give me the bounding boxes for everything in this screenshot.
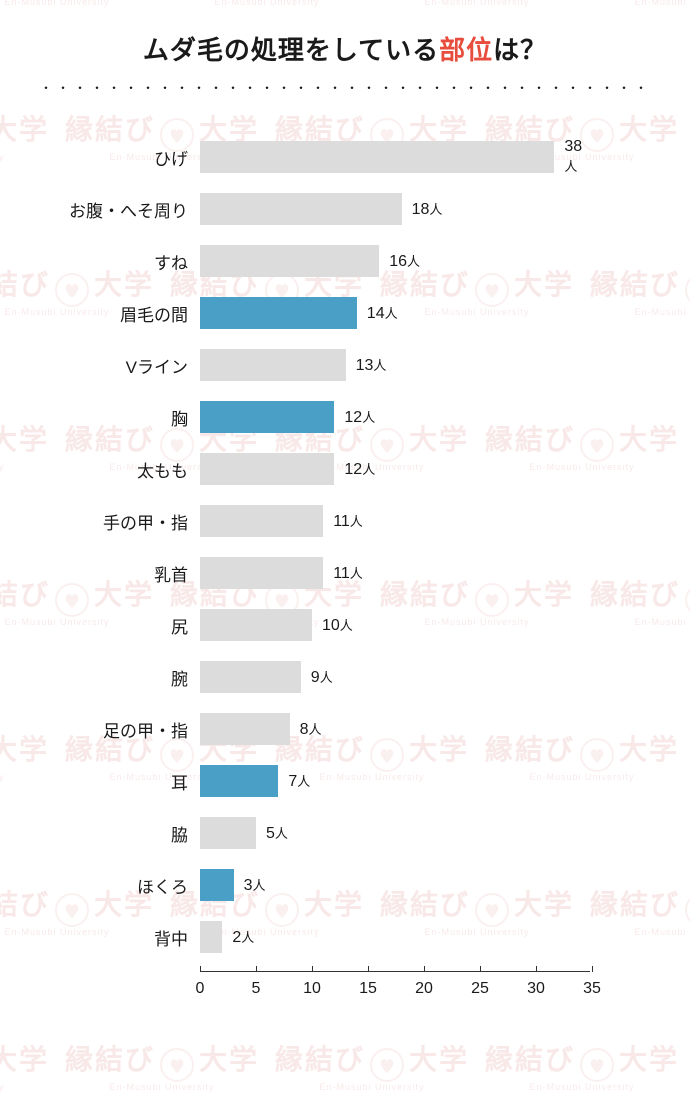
bar-row: 手の甲・指11人 <box>200 495 590 547</box>
y-axis-label: 手の甲・指 <box>40 509 200 534</box>
y-axis-label: 耳 <box>40 769 200 794</box>
x-tick-mark <box>368 966 369 972</box>
value-label: 9人 <box>311 667 333 687</box>
value-label: 8人 <box>300 719 322 739</box>
chart-title: ムダ毛の処理をしている部位は？ <box>40 30 650 67</box>
bar <box>200 765 278 797</box>
x-tick-mark <box>200 966 201 972</box>
x-tick-label: 15 <box>359 980 377 998</box>
bar <box>200 817 256 849</box>
bar <box>200 401 334 433</box>
bar <box>200 609 312 641</box>
x-tick-mark <box>312 966 313 972</box>
value-label: 11人 <box>333 511 363 531</box>
bar-row: 眉毛の間14人 <box>200 287 590 339</box>
x-tick-mark <box>424 966 425 972</box>
y-axis-label: 脇 <box>40 821 200 846</box>
bar-row: 乳首11人 <box>200 547 590 599</box>
value-label: 11人 <box>333 563 363 583</box>
bar-row: 脇5人 <box>200 807 590 859</box>
value-label: 38人 <box>564 138 590 176</box>
bar-row: お腹・へそ周り18人 <box>200 183 590 235</box>
y-axis-label: 太もも <box>40 457 200 482</box>
bar-row: 腕9人 <box>200 651 590 703</box>
bar <box>200 557 323 589</box>
title-text-1: ムダ毛の処理をしている <box>143 35 439 65</box>
bar <box>200 245 379 277</box>
bar-row: 背中2人 <box>200 911 590 963</box>
y-axis-label: 尻 <box>40 613 200 638</box>
x-tick-mark <box>480 966 481 972</box>
x-tick-label: 30 <box>527 980 545 998</box>
y-axis-label: 腕 <box>40 665 200 690</box>
y-axis-label: 背中 <box>40 925 200 950</box>
title-divider: ・・・・・・・・・・・・・・・・・・・・・・・・・・・・・・・・・・・・・・・・… <box>40 79 650 93</box>
value-label: 7人 <box>288 771 310 791</box>
chart-container: ムダ毛の処理をしている部位は？ ・・・・・・・・・・・・・・・・・・・・・・・・… <box>0 0 690 1051</box>
bar <box>200 141 554 173</box>
x-tick-label: 20 <box>415 980 433 998</box>
value-label: 18人 <box>412 199 443 219</box>
y-axis-label: 胸 <box>40 405 200 430</box>
bar <box>200 453 334 485</box>
watermark-item: 縁結び大学En-Musubi University <box>0 1045 49 1093</box>
bar <box>200 921 222 953</box>
title-accent: 部位 <box>439 35 493 65</box>
bar-row: ひげ38人 <box>200 131 590 183</box>
bar-chart: ひげ38人お腹・へそ周り18人すね16人眉毛の間14人Vライン13人胸12人太も… <box>200 131 590 1011</box>
y-axis-label: 眉毛の間 <box>40 301 200 326</box>
value-label: 10人 <box>322 615 353 635</box>
bar <box>200 713 290 745</box>
x-tick-label: 5 <box>252 980 261 998</box>
x-tick-label: 35 <box>583 980 601 998</box>
bar <box>200 297 357 329</box>
bar <box>200 505 323 537</box>
y-axis-label: ほくろ <box>40 873 200 898</box>
value-label: 13人 <box>356 355 387 375</box>
x-tick-mark <box>592 966 593 972</box>
y-axis-label: Vライン <box>40 353 200 378</box>
title-text-2: は？ <box>493 35 547 65</box>
bar-row: ほくろ3人 <box>200 859 590 911</box>
value-label: 12人 <box>344 407 375 427</box>
value-label: 3人 <box>244 875 266 895</box>
y-axis-label: ひげ <box>40 145 200 170</box>
bar <box>200 661 301 693</box>
x-tick-label: 0 <box>196 980 205 998</box>
bar-row: 足の甲・指8人 <box>200 703 590 755</box>
x-tick-mark <box>256 966 257 972</box>
y-axis-label: すね <box>40 249 200 274</box>
bar-row: 尻10人 <box>200 599 590 651</box>
bar <box>200 193 402 225</box>
y-axis-label: 乳首 <box>40 561 200 586</box>
x-tick-mark <box>536 966 537 972</box>
x-tick-label: 10 <box>303 980 321 998</box>
watermark-item: 縁結び大学En-Musubi University <box>275 1045 469 1093</box>
watermark-item: 縁結び大学En-Musubi University <box>65 1045 259 1093</box>
bar-row: すね16人 <box>200 235 590 287</box>
bars-area: ひげ38人お腹・へそ周り18人すね16人眉毛の間14人Vライン13人胸12人太も… <box>200 131 590 963</box>
value-label: 2人 <box>232 927 254 947</box>
bar <box>200 869 234 901</box>
value-label: 12人 <box>344 459 375 479</box>
bar <box>200 349 346 381</box>
bar-row: 太もも12人 <box>200 443 590 495</box>
bar-row: 胸12人 <box>200 391 590 443</box>
bar-row: 耳7人 <box>200 755 590 807</box>
value-label: 5人 <box>266 823 288 843</box>
x-axis: 05101520253035 <box>200 971 590 1011</box>
y-axis-label: お腹・へそ周り <box>40 197 200 222</box>
value-label: 14人 <box>367 303 398 323</box>
bar-row: Vライン13人 <box>200 339 590 391</box>
watermark-item: 縁結び大学En-Musubi University <box>485 1045 679 1093</box>
value-label: 16人 <box>389 251 420 271</box>
y-axis-label: 足の甲・指 <box>40 717 200 742</box>
x-tick-label: 25 <box>471 980 489 998</box>
